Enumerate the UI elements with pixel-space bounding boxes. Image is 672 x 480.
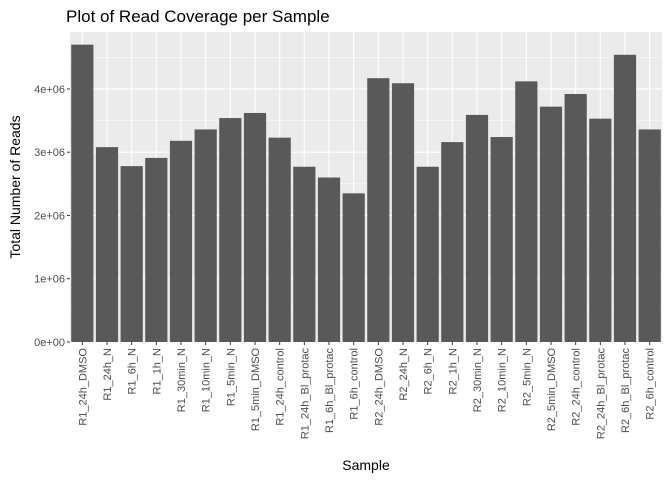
y-tick-label: 0e+00: [34, 337, 65, 349]
x-tick-label: R1_24h_N: [102, 348, 114, 401]
x-tick-label: R2_24h_control: [571, 348, 583, 426]
x-axis-title: Sample: [342, 457, 390, 473]
x-tick-label: R2_24h_DMSO: [373, 348, 385, 426]
bar-R1_5min_N: [219, 118, 242, 342]
y-axis: 0e+00 1e+06 2e+06 3e+06 4e+06: [34, 84, 70, 349]
y-tick-label: 4e+06: [34, 84, 65, 96]
bar-R2_10min_N: [490, 137, 513, 342]
x-tick-label: R2_1h_N: [447, 348, 459, 395]
x-tick-label: R1_6h_control: [349, 348, 361, 420]
bar-R2_6h_Bl_protac: [613, 54, 637, 342]
bar-R1_30min_N: [169, 140, 193, 342]
bar-R1_6h_Bl_protac: [317, 177, 341, 342]
x-tick-label: R1_6h_Bl_protac: [324, 348, 336, 434]
x-tick-label: R1_5min_DMSO: [250, 348, 262, 432]
bar-R2_24h_DMSO: [367, 78, 390, 343]
bar-R2_1h_N: [441, 142, 464, 342]
x-tick-label: R2_30min_N: [472, 348, 484, 412]
bar-R1_24h_Bl_protac: [293, 166, 316, 342]
bar-R1_24h_control: [268, 137, 291, 342]
bar-R2_6h_N: [416, 166, 439, 342]
x-tick-label: R2_6h_N: [423, 348, 435, 395]
y-tick-label: 1e+06: [34, 274, 65, 286]
x-tick-label: R2_6h_Bl_protac: [620, 348, 632, 434]
bar-R1_24h_N: [95, 147, 119, 342]
bar-R1_6h_N: [120, 166, 143, 342]
bar-R2_24h_control: [564, 94, 587, 342]
x-tick-label: R2_24h_Bl_protac: [595, 348, 607, 440]
bar-R2_5min_N: [515, 81, 538, 343]
bars: [71, 44, 661, 343]
x-tick-label: R1_24h_Bl_protac: [299, 348, 311, 440]
x-tick-label: R1_6h_N: [127, 348, 139, 395]
y-axis-title: Total Number of Reads: [7, 115, 23, 258]
bar-R1_1h_N: [145, 157, 168, 342]
bar-R1_24h_DMSO: [71, 44, 94, 342]
x-tick-label: R1_30min_N: [176, 348, 188, 412]
x-tick-label: R2_10min_N: [497, 348, 509, 412]
y-tick-label: 2e+06: [34, 210, 65, 222]
bar-R2_24h_N: [391, 83, 415, 342]
bar-R2_30min_N: [465, 114, 489, 342]
plot-panel: [70, 32, 662, 342]
x-tick-label: R1_10min_N: [201, 348, 213, 412]
x-tick-label: R1_1h_N: [151, 348, 163, 395]
x-tick-label: R2_5min_DMSO: [546, 348, 558, 432]
bar-R1_10min_N: [194, 129, 217, 342]
bar-R2_5min_DMSO: [539, 106, 563, 342]
bar-R2_6h_control: [638, 129, 661, 342]
x-tick-label: R1_24h_control: [275, 348, 287, 426]
x-tick-label: R2_6h_control: [645, 348, 657, 420]
x-tick-label: R1_5min_N: [225, 348, 237, 406]
bar-R1_6h_control: [342, 193, 365, 342]
x-tick-label: R1_24h_DMSO: [77, 348, 89, 426]
x-axis: R1_24h_DMSO R1_24h_N R1_6h_N R1_1h_N R1_30mi…: [77, 342, 657, 440]
bar-R2_24h_Bl_protac: [589, 118, 612, 343]
y-tick-label: 3e+06: [34, 147, 65, 159]
chart-title: Plot of Read Coverage per Sample: [66, 7, 330, 26]
bar-R1_5min_DMSO: [243, 112, 267, 343]
x-tick-label: R2_24h_N: [398, 348, 410, 401]
x-tick-label: R2_5min_N: [521, 348, 533, 406]
